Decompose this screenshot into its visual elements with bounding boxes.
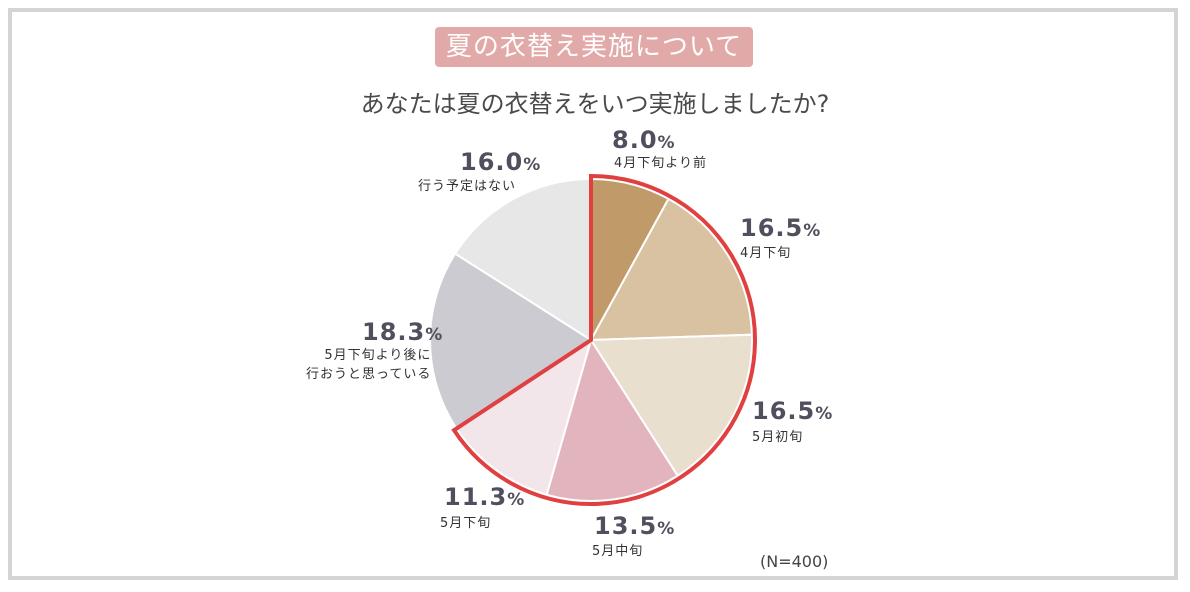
- pct-label-5: 18.3%: [362, 318, 444, 346]
- pie-slice-2: [589, 333, 753, 478]
- pie-slices: [429, 177, 753, 502]
- pct-label-0: 8.0%: [612, 126, 676, 154]
- category-label-3: 5月中旬: [592, 544, 644, 559]
- chart-title: あなたは夏の衣替えをいつ実施しましたか?: [360, 90, 830, 118]
- category-label-0: 4月下旬より前: [614, 156, 708, 171]
- pie-slice-1: [589, 197, 753, 342]
- sample-size-note: (N=400): [760, 552, 829, 571]
- category-label-1: 4月下旬: [740, 246, 792, 261]
- highlight-outline: [451, 173, 757, 506]
- category-label-5: 5月下旬より後に 行おうと思っている: [306, 348, 432, 382]
- pct-label-1: 16.5%: [740, 214, 822, 242]
- pie-slice-6: [453, 177, 592, 342]
- banner-title: 夏の衣替え実施について: [435, 27, 753, 67]
- pct-label-3: 13.5%: [594, 512, 676, 540]
- category-label-6: 行う予定はない: [418, 179, 517, 194]
- pct-label-6: 16.0%: [460, 148, 542, 176]
- pct-label-2: 16.5%: [752, 397, 834, 425]
- category-label-4: 5月下旬: [440, 516, 492, 531]
- category-label-2: 5月初旬: [752, 430, 804, 445]
- pct-label-4: 11.3%: [444, 483, 526, 511]
- pie-slice-5: [429, 252, 593, 430]
- pie-slice-3: [545, 337, 679, 502]
- pie-slice-4: [455, 337, 593, 496]
